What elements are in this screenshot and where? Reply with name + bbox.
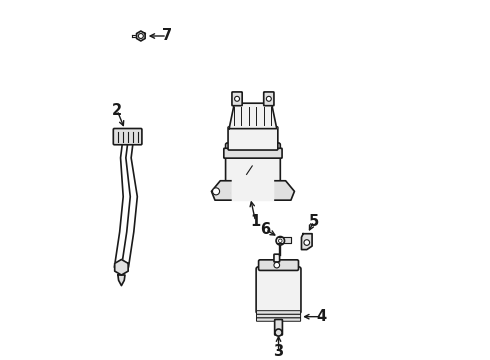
Polygon shape — [275, 181, 294, 200]
FancyBboxPatch shape — [224, 148, 282, 158]
Text: 1: 1 — [250, 214, 261, 229]
Text: 3: 3 — [273, 344, 284, 359]
Circle shape — [278, 239, 282, 243]
FancyBboxPatch shape — [256, 318, 300, 321]
Circle shape — [274, 262, 280, 268]
Text: 4: 4 — [317, 309, 327, 324]
FancyBboxPatch shape — [225, 143, 280, 193]
Polygon shape — [115, 260, 128, 275]
Circle shape — [276, 237, 285, 245]
FancyBboxPatch shape — [232, 92, 242, 106]
FancyBboxPatch shape — [256, 267, 301, 314]
FancyBboxPatch shape — [274, 254, 280, 262]
FancyBboxPatch shape — [259, 260, 298, 270]
Text: 2: 2 — [112, 103, 122, 118]
Circle shape — [213, 188, 220, 195]
Text: 7: 7 — [162, 28, 172, 44]
Circle shape — [304, 240, 310, 246]
FancyBboxPatch shape — [264, 92, 274, 106]
FancyBboxPatch shape — [113, 129, 142, 145]
FancyBboxPatch shape — [256, 311, 300, 314]
Polygon shape — [231, 181, 275, 200]
Polygon shape — [229, 103, 277, 129]
Polygon shape — [212, 181, 231, 200]
Circle shape — [235, 96, 240, 101]
Circle shape — [275, 329, 282, 336]
Polygon shape — [118, 275, 125, 285]
Polygon shape — [277, 237, 291, 243]
Text: 5: 5 — [309, 214, 319, 229]
Circle shape — [267, 96, 271, 101]
Polygon shape — [301, 234, 312, 249]
FancyBboxPatch shape — [256, 314, 300, 318]
Circle shape — [138, 33, 143, 39]
Polygon shape — [137, 31, 145, 41]
FancyBboxPatch shape — [228, 127, 278, 150]
Text: 6: 6 — [260, 222, 270, 237]
FancyBboxPatch shape — [275, 319, 282, 335]
